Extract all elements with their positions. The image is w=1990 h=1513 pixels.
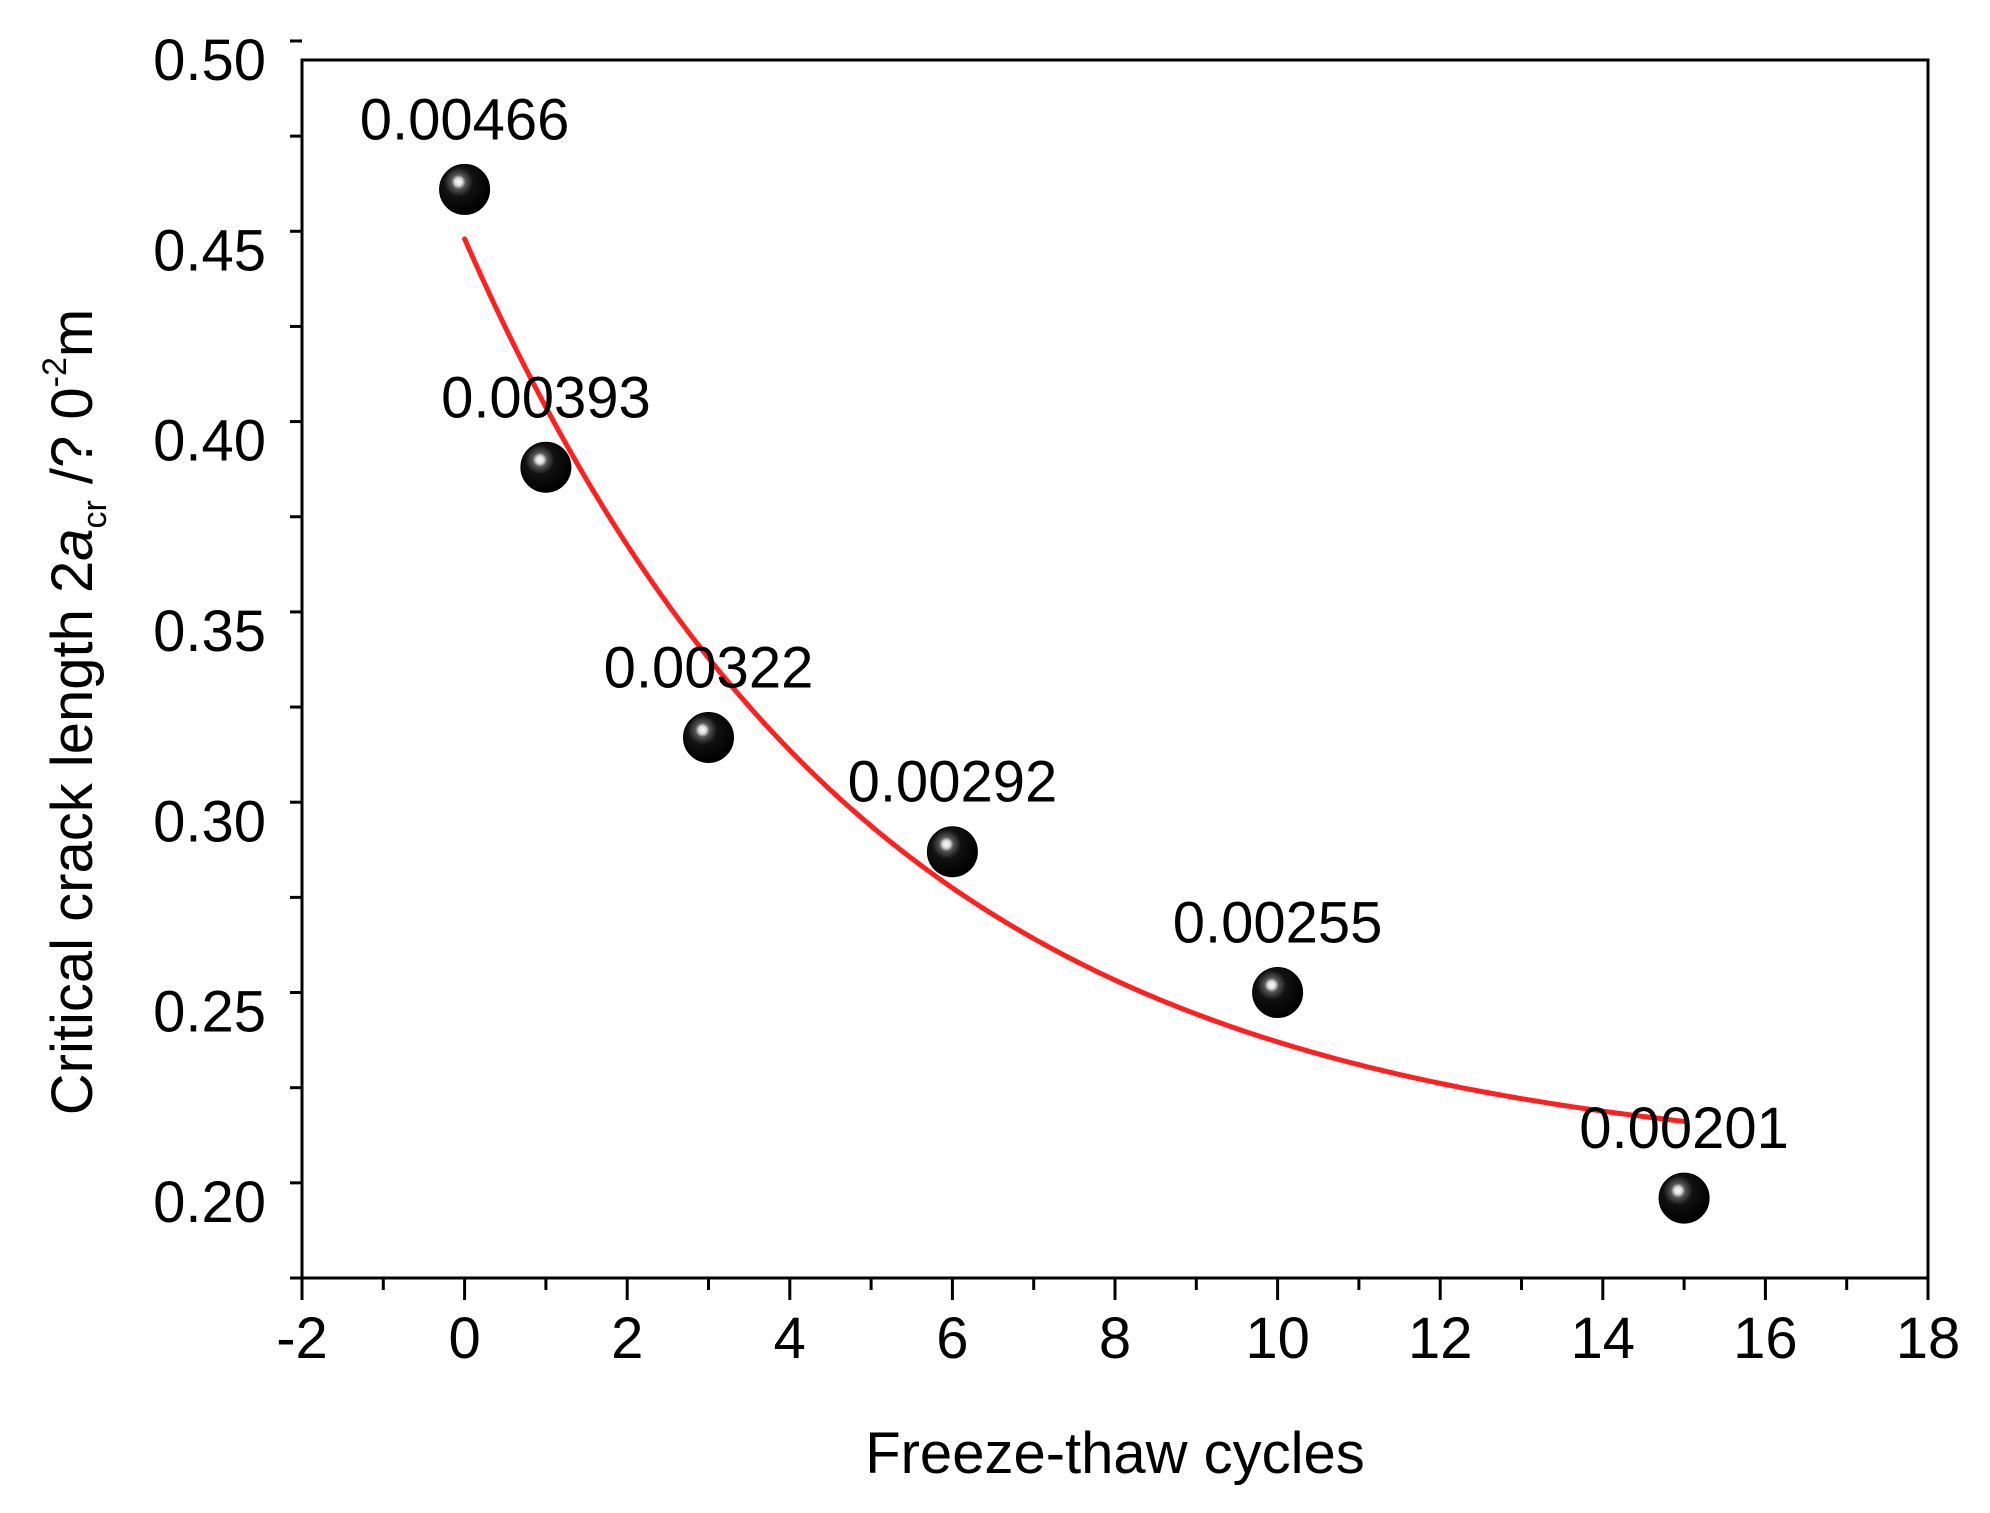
data-label: 0.00466	[360, 87, 570, 152]
y-axis-title-prefix: Critical crack length 2	[40, 561, 105, 1115]
x-axis-title: Freeze-thaw cycles	[865, 1421, 1365, 1486]
fit-curve	[462, 236, 1687, 1124]
data-label: 0.00201	[1579, 1096, 1789, 1161]
x-tick-label: 14	[1571, 1306, 1636, 1371]
x-tick-label: 18	[1896, 1306, 1961, 1371]
data-point	[439, 163, 491, 215]
data-markers	[439, 163, 1710, 1224]
data-labels: 0.00466 0.00393 0.00322 0.00292 0.00255 0.002…	[360, 87, 1789, 1161]
data-label: 0.00322	[604, 636, 814, 701]
x-tick-label: 2	[611, 1306, 643, 1371]
y-axis-title-subscript: cr	[76, 500, 114, 528]
y-tick-label: 0.35	[153, 599, 266, 664]
y-axis-title: Critical crack length 2acr /? 0-2m	[36, 309, 114, 1115]
data-point	[683, 712, 734, 764]
data-point	[926, 826, 978, 878]
x-tick-label: 12	[1408, 1306, 1473, 1371]
data-label: 0.00255	[1173, 891, 1383, 956]
data-point	[520, 441, 572, 493]
x-tick-label: -2	[276, 1306, 328, 1371]
y-axis-title-italic: a	[40, 529, 105, 561]
y-tick-label: 0.30	[153, 789, 266, 854]
x-axis-tick-labels: -2 0 2 4 6 8 10 12 14 16 18	[276, 1306, 1960, 1371]
x-tick-label: 0	[448, 1306, 480, 1371]
x-tick-label: 6	[936, 1306, 968, 1371]
x-tick-label: 4	[774, 1306, 806, 1371]
y-tick-label: 0.40	[153, 409, 266, 474]
x-tick-label: 16	[1733, 1306, 1798, 1371]
data-point	[1658, 1172, 1710, 1224]
y-tick-label: 0.20	[153, 1170, 266, 1235]
x-axis-ticks	[300, 1278, 1930, 1300]
y-axis-title-superscript: -2	[36, 357, 74, 387]
x-tick-label: 10	[1245, 1306, 1310, 1371]
data-label: 0.00393	[441, 365, 651, 430]
data-label: 0.00292	[848, 750, 1058, 815]
data-point	[1252, 967, 1304, 1019]
y-axis-ticks	[290, 39, 302, 1280]
y-tick-label: 0.45	[153, 218, 266, 283]
y-axis-title-middle: /? 0	[40, 387, 105, 500]
y-axis-title-suffix: m	[40, 309, 105, 357]
y-axis-tick-labels: 0.20 0.25 0.30 0.35 0.40 0.45 0.50	[153, 28, 266, 1235]
y-tick-label: 0.50	[153, 28, 266, 93]
x-tick-label: 8	[1099, 1306, 1131, 1371]
y-tick-label: 0.25	[153, 980, 266, 1045]
